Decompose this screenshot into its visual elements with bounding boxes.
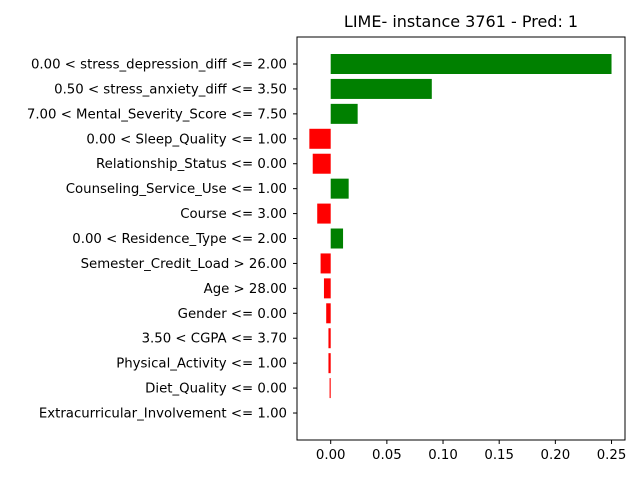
bar-physical-activity-1-00 (328, 353, 331, 374)
y-tick-label: Gender <= 0.00 (178, 307, 287, 322)
y-tick-label: Diet_Quality <= 0.00 (145, 382, 287, 397)
bar-0-00-sleep-quality-1-00 (309, 128, 331, 149)
x-tick-label: 0.00 (316, 448, 346, 463)
y-tick-label: 0.00 < stress_depression_diff <= 2.00 (31, 58, 287, 73)
bar-0-00-residence-type-2-00 (330, 228, 344, 249)
bar-counseling-service-use-1-00 (330, 178, 349, 199)
y-tick-label: Relationship_Status <= 0.00 (96, 157, 287, 172)
x-tick-label: 0.10 (428, 448, 458, 463)
y-tick-label: Counseling_Service_Use <= 1.00 (66, 182, 287, 197)
x-tick-label: 0.05 (372, 448, 402, 463)
bars-group (309, 54, 612, 399)
y-tick-label: 0.00 < Sleep_Quality <= 1.00 (86, 132, 287, 147)
y-ticks-group: 0.00 < stress_depression_diff <= 2.00 0.5… (27, 58, 297, 422)
x-tick-label: 0.20 (541, 448, 571, 463)
x-tick-label: 0.15 (484, 448, 514, 463)
y-tick-label: Extracurricular_Involvement <= 1.00 (39, 407, 287, 422)
bar-diet-quality-0-00 (329, 378, 331, 399)
bar-course-3-00 (317, 203, 331, 224)
y-tick-label: 7.00 < Mental_Severity_Score <= 7.50 (27, 107, 287, 122)
bar-7-00-mental-severity-score-7-50 (330, 103, 358, 124)
x-tick-label: 0.25 (597, 448, 627, 463)
bar-age-28-00 (323, 278, 331, 299)
bar-0-00-stress-depression-diff-2-00 (330, 54, 612, 74)
y-tick-label: Age > 28.00 (204, 282, 287, 297)
plot-frame (296, 36, 626, 441)
y-tick-label: Semester_Credit_Load > 26.00 (81, 257, 287, 272)
bar-0-50-stress-anxiety-diff-3-50 (330, 78, 432, 99)
y-tick-label: 0.00 < Residence_Type <= 2.00 (72, 232, 287, 247)
bar-semester-credit-load-26-00 (320, 253, 331, 274)
y-tick-label: Course <= 3.00 (180, 207, 287, 222)
bar-gender-0-00 (326, 303, 331, 324)
y-tick-label: 0.50 < stress_anxiety_diff <= 3.50 (54, 82, 287, 97)
chart-title: LIME- instance 3761 - Pred: 1 (344, 12, 578, 31)
bar-3-50-cgpa-3-70 (328, 328, 331, 349)
x-ticks-group: 0.00 0.05 0.10 0.15 0.20 0.25 (316, 440, 626, 463)
y-tick-label: 3.50 < CGPA <= 3.70 (142, 332, 287, 347)
y-tick-label: Physical_Activity <= 1.00 (116, 357, 287, 372)
bar-relationship-status-0-00 (312, 153, 331, 174)
